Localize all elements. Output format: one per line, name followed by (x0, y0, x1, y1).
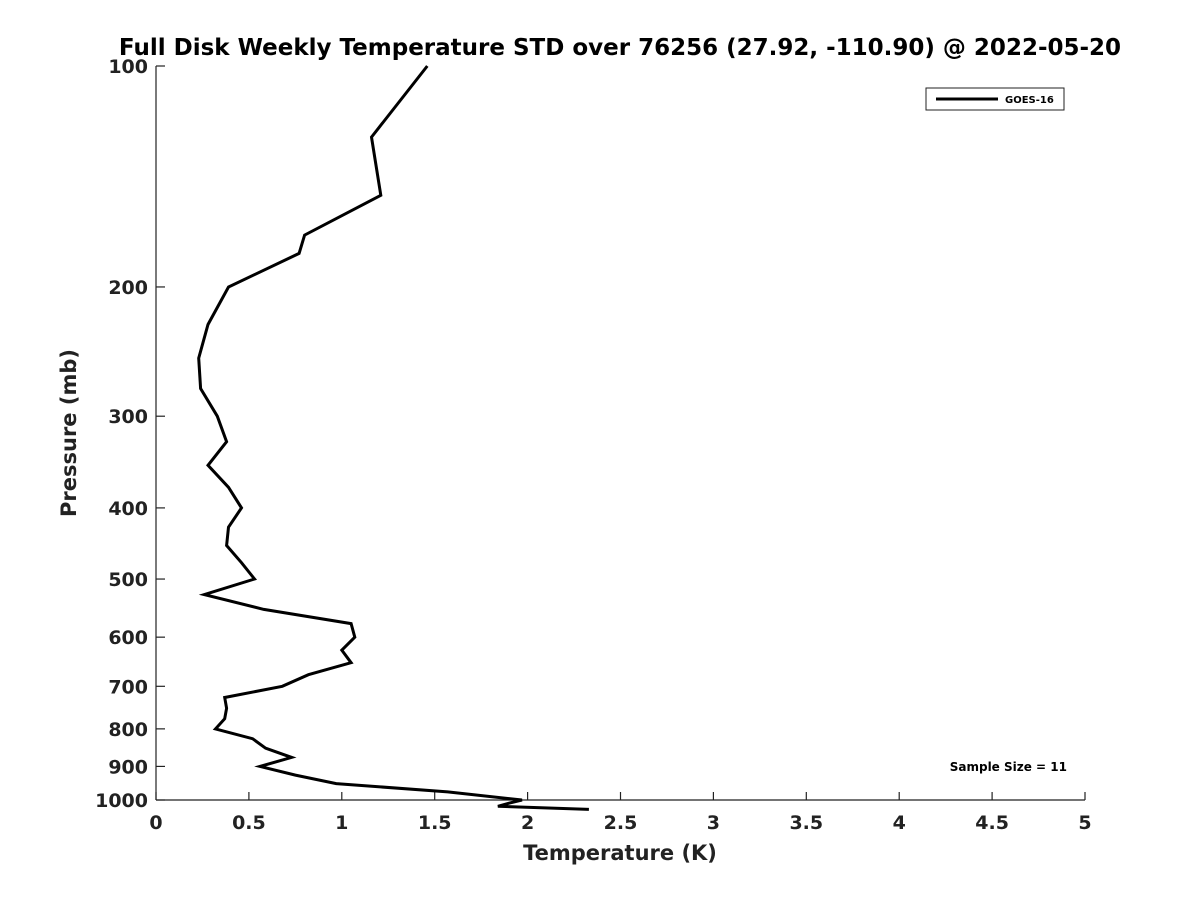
x-tick-label: 3.5 (789, 812, 823, 834)
x-tick-label: 0 (149, 812, 162, 834)
y-tick-label: 400 (108, 498, 148, 520)
y-tick-label: 200 (108, 277, 148, 299)
x-tick-label: 4 (893, 812, 906, 834)
x-axis-label: Temperature (K) (523, 841, 717, 865)
sample-size-annotation: Sample Size = 11 (950, 760, 1067, 774)
x-tick-label: 3 (707, 812, 720, 834)
series-layer (197, 65, 589, 811)
chart-title: Full Disk Weekly Temperature STD over 76… (119, 35, 1121, 61)
y-tick-label: 800 (108, 719, 148, 741)
x-tick-label: 5 (1078, 812, 1091, 834)
x-tick-label: 2.5 (604, 812, 638, 834)
legend-entry-goes-16: GOES-16 (1005, 95, 1054, 106)
y-ticks: 100 200 300 400 500 600 700 800 900 1000 (95, 56, 165, 812)
series-line-goes-16 (197, 65, 589, 811)
x-tick-label: 2 (521, 812, 534, 834)
x-tick-label: 1.5 (418, 812, 452, 834)
legend: GOES-16 (925, 87, 1065, 111)
y-tick-label: 300 (108, 406, 148, 428)
x-tick-label: 1 (335, 812, 348, 834)
x-ticks: 0 0.5 1 1.5 2 2.5 3 3.5 4 4.5 5 (149, 792, 1092, 834)
y-axis-label: Pressure (mb) (57, 349, 81, 517)
x-tick-label: 4.5 (975, 812, 1009, 834)
y-tick-label: 700 (108, 676, 148, 698)
y-tick-label: 100 (108, 56, 148, 78)
y-tick-label: 1000 (95, 790, 148, 812)
y-tick-label: 600 (108, 627, 148, 649)
y-tick-label: 500 (108, 569, 148, 591)
x-tick-label: 0.5 (232, 812, 266, 834)
plot-area (155, 66, 1085, 801)
y-tick-label: 900 (108, 756, 148, 778)
